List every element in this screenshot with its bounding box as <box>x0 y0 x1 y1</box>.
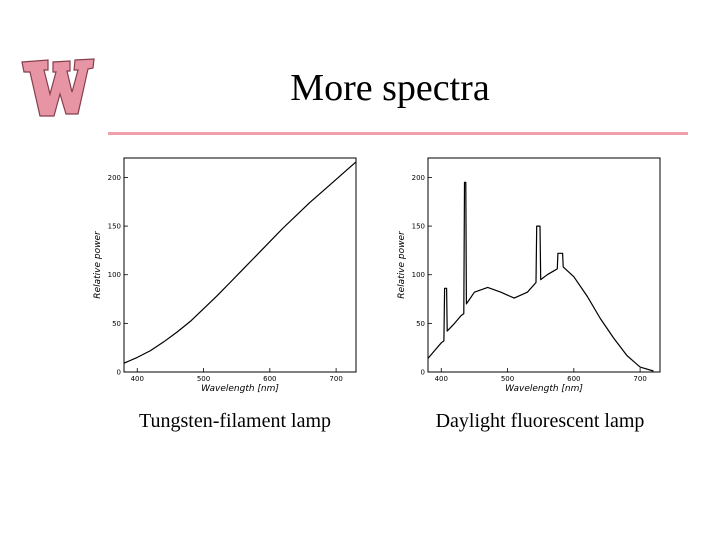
spectrum-line-0 <box>427 181 654 372</box>
y-tick-label-150: 150 <box>108 223 121 231</box>
y-axis-label: Relative power <box>93 230 103 299</box>
x-tick-label-700: 700 <box>329 375 342 383</box>
y-tick-label-0: 0 <box>117 369 121 377</box>
x-tick-label-600: 600 <box>263 375 276 383</box>
w-logo-icon <box>21 58 95 117</box>
y-tick-label-100: 100 <box>412 271 425 279</box>
slide-title: More spectra <box>290 67 490 109</box>
fluorescent-caption: Daylight fluorescent lamp <box>435 410 645 432</box>
y-tick-label-0: 0 <box>421 369 425 377</box>
x-tick-label-400: 400 <box>435 375 448 383</box>
y-tick-label-50: 50 <box>416 320 425 328</box>
y-tick-label-150: 150 <box>412 223 425 231</box>
fluorescent-chart-svg: 400 500 600 700 0 50 100 150 200 Wavelength [nm] R… <box>397 157 661 394</box>
x-axis-label: Wavelength [nm] <box>201 384 279 394</box>
x-tick-label-500: 500 <box>197 375 210 383</box>
x-tick-label-600: 600 <box>567 375 580 383</box>
tungsten-chart-svg: 400 500 600 700 0 50 100 150 200 Wavelength [nm] R… <box>93 157 357 394</box>
spectrum-line-0 <box>123 161 357 364</box>
y-tick-label-200: 200 <box>108 174 121 182</box>
x-tick-label-400: 400 <box>131 375 144 383</box>
y-tick-label-50: 50 <box>112 320 121 328</box>
wisconsin-w-logo <box>18 50 98 122</box>
y-tick-label-200: 200 <box>412 174 425 182</box>
title-divider <box>108 132 688 135</box>
fluorescent-spectrum-chart: 400 500 600 700 0 50 100 150 200 Wavelength [nm] R… <box>392 150 672 395</box>
plot-frame <box>123 157 357 373</box>
y-axis-label: Relative power <box>397 230 407 299</box>
tungsten-caption: Tungsten-filament lamp <box>138 410 332 432</box>
tungsten-spectrum-chart: 400 500 600 700 0 50 100 150 200 Wavelength [nm] R… <box>88 150 368 395</box>
x-tick-label-700: 700 <box>633 375 646 383</box>
y-tick-label-100: 100 <box>108 271 121 279</box>
plot-frame <box>427 157 661 373</box>
x-tick-label-500: 500 <box>501 375 514 383</box>
x-axis-label: Wavelength [nm] <box>505 384 583 394</box>
